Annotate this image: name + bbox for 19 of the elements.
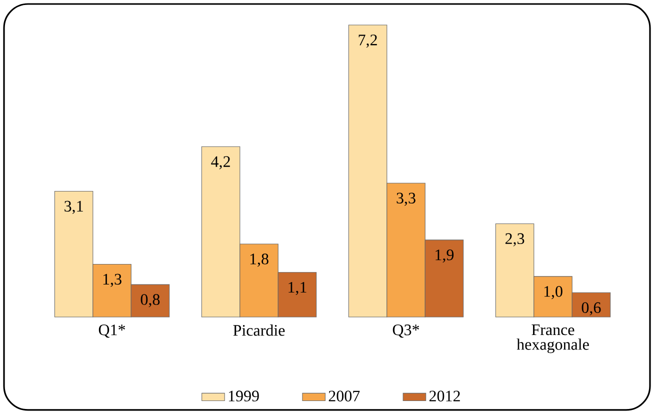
data-label: 0,8 xyxy=(140,294,160,308)
data-label: 4,2 xyxy=(211,156,230,170)
data-label: 3,3 xyxy=(396,192,416,206)
data-label: 3,1 xyxy=(64,200,83,214)
data-label: 1,1 xyxy=(288,282,306,296)
x-tick-label: Q1* xyxy=(98,324,126,338)
x-tick-label: France hexagonale xyxy=(516,324,589,354)
x-tick-label: Q3* xyxy=(392,324,420,338)
legend-label: 2007 xyxy=(328,390,360,402)
legend-label: 2012 xyxy=(429,390,460,402)
x-tick-label: Picardie xyxy=(233,324,285,336)
data-label: 1,3 xyxy=(103,274,122,287)
data-label: 1,0 xyxy=(544,286,562,300)
data-label: 1,9 xyxy=(436,250,454,263)
data-label: 2,3 xyxy=(505,233,524,246)
data-label: 0,6 xyxy=(582,302,601,316)
legend-label: 1999 xyxy=(228,390,259,402)
data-label: 7,2 xyxy=(358,34,377,48)
data-label: 1,8 xyxy=(250,254,268,267)
